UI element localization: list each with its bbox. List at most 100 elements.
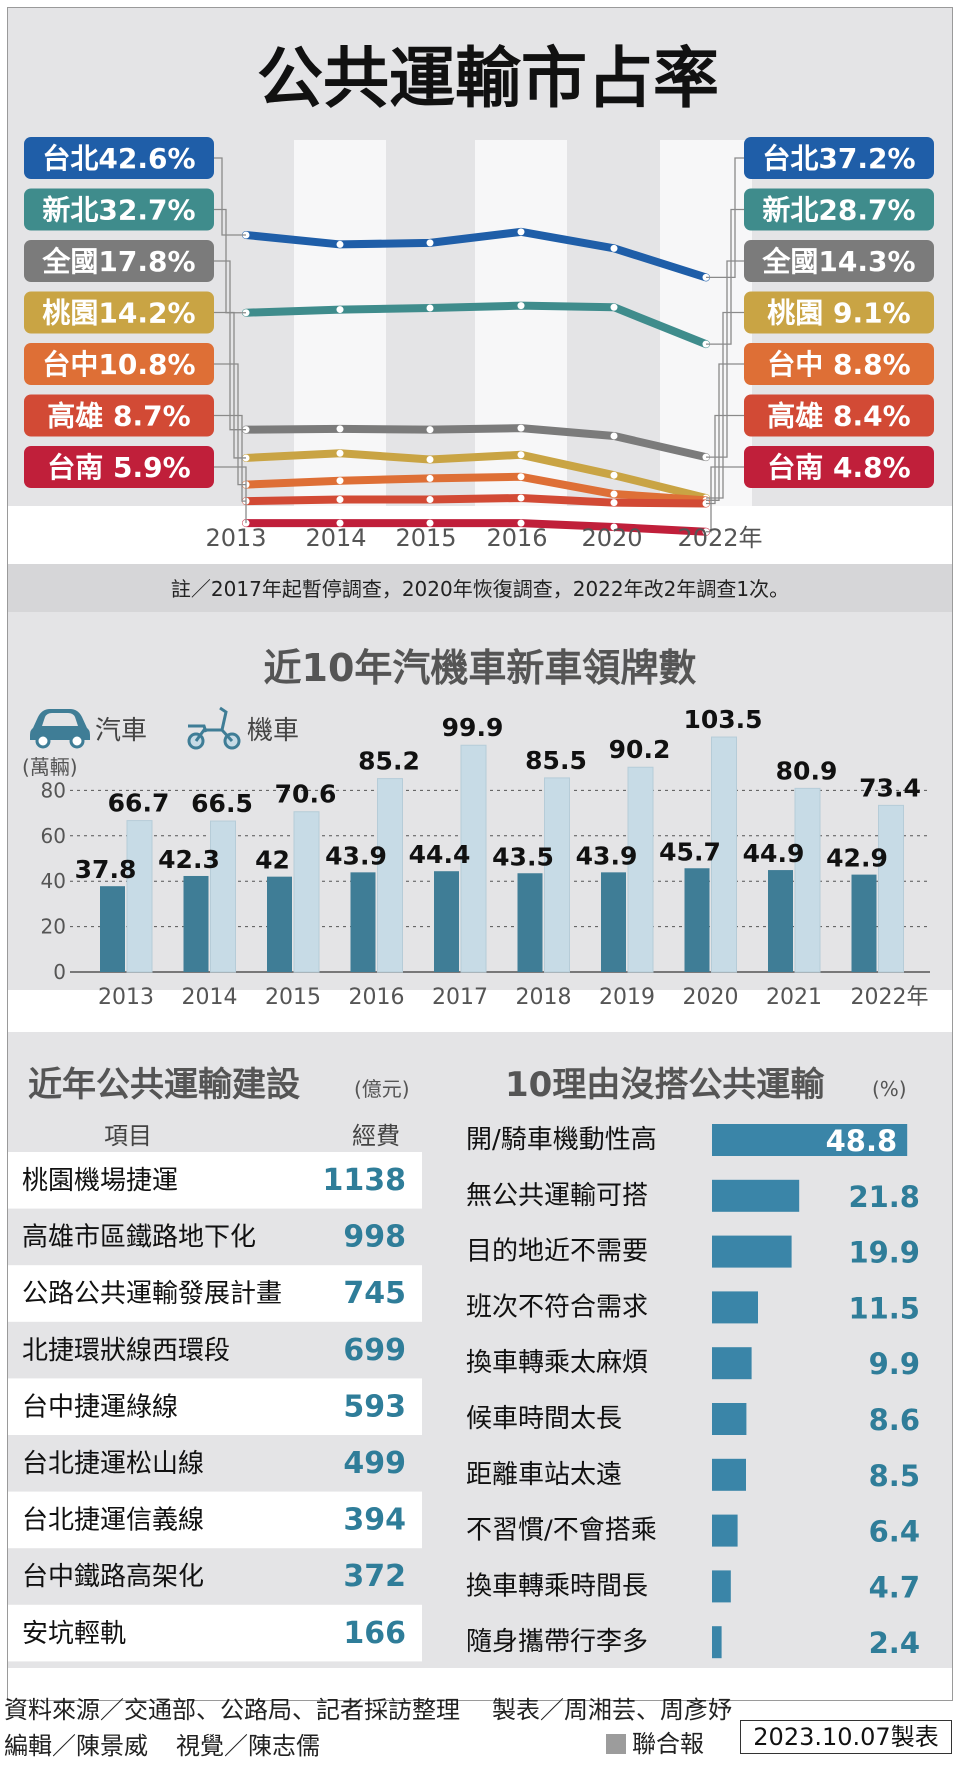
vehicle-bars: 37.8 66.7 2013 42.3 66.5 2014 42 70.6 2015 43.9 85… [75,705,929,1010]
end-label-box-taichung [744,343,934,385]
end-label-newtaipei: 新北28.7% [762,194,915,227]
construction-row-value-3: 699 [343,1333,406,1368]
vtick-80: 80 [41,778,66,802]
construction-row-name-7: 台中鐵路高架化 [22,1562,204,1592]
share-point-tainan-3 [517,519,525,527]
share-point-national-3 [517,424,525,432]
bar-moto-2015 [293,811,320,973]
reason-bar-5 [712,1403,747,1435]
share-point-newtaipei-3 [517,302,525,310]
reasons-chart: 開/騎車機動性高 48.8 無公共運輸可搭 21.8 目的地近不需要 19.9 班次不符合需… [466,1124,920,1660]
share-point-taoyuan-1 [336,449,344,457]
bar-car-2013 [100,886,125,972]
reason-bar-7 [712,1514,738,1547]
construction-row-value-1: 998 [343,1220,406,1255]
start-label-box-national [24,240,214,282]
leader-right-taichung [706,363,744,501]
share-year-4: 2020 [581,524,642,552]
end-label-kaohsiung: 高雄 8.4% [767,400,910,433]
share-point-newtaipei-4 [610,303,618,311]
construction-row-bg-4 [8,1378,422,1435]
bar-car-2022年 [851,874,877,972]
share-leader-lines [214,157,744,533]
construction-row-name-0: 桃園機場捷運 [22,1166,178,1196]
share-year-2: 2015 [395,524,456,552]
label-car-2016: 43.9 [325,841,387,870]
start-label-taichung: 台中10.8% [42,348,195,381]
label-car-2018: 43.5 [492,842,554,871]
share-point-taipei-1 [336,240,344,248]
label-car-2017: 44.4 [409,840,471,869]
label-moto-2013: 66.7 [108,789,170,818]
label-car-2021: 44.9 [743,839,805,868]
start-label-newtaipei: 新北32.7% [42,194,195,227]
bar-moto-2013 [126,820,153,973]
construction-row-bg-0 [8,1152,422,1209]
label-moto-2021: 80.9 [776,756,838,785]
construction-row-value-6: 394 [343,1503,406,1538]
construction-row-bg-6 [8,1491,422,1549]
reason-value-4: 9.9 [869,1347,920,1381]
construction-row-name-3: 北捷環狀線西環段 [22,1336,230,1366]
construction-row-value-4: 593 [343,1389,406,1424]
reason-value-6: 8.5 [869,1459,920,1493]
label-car-2015: 42 [255,846,290,875]
start-label-taoyuan: 桃園14.2% [42,297,195,330]
reason-bar-4 [712,1347,752,1380]
share-point-taoyuan-2 [426,456,434,464]
share-point-newtaipei-2 [426,304,434,312]
label-car-2014: 42.3 [158,845,220,874]
leader-left-taipei [214,157,246,236]
bar-moto-2019 [627,766,654,973]
share-point-national-1 [336,425,344,433]
start-label-box-taipei [24,137,214,179]
legend-car-label: 汽車 [95,716,147,746]
reason-value-3: 11.5 [848,1291,920,1325]
note-band [8,564,952,612]
reason-label-5: 候車時間太長 [466,1404,622,1434]
end-label-box-newtaipei [744,188,934,231]
footer-visual: 視覺／陳志儒 [176,1732,320,1760]
construction-row-name-1: 高雄市區鐵路地下化 [22,1223,256,1253]
share-title: 公共運輸市占率 [257,40,719,117]
bar-moto-2022年 [878,804,904,973]
year-stripe-0 [294,140,386,566]
start-label-kaohsiung: 高雄 8.7% [47,400,190,433]
bar-car-2019 [601,872,626,972]
reason-bar-9 [712,1626,722,1659]
vcat-2021: 2021 [766,985,822,1010]
leader-right-tainan [706,466,744,533]
construction-row-name-5: 台北捷運松山線 [22,1449,204,1479]
reason-bar-8 [712,1570,731,1603]
reason-bar-3 [712,1291,758,1324]
label-car-2022年: 42.9 [826,844,888,873]
share-point-kaohsiung-4 [610,499,618,507]
label-moto-2014: 66.5 [191,789,253,818]
reason-value-1: 21.8 [848,1180,920,1214]
vtick-60: 60 [41,824,66,848]
share-point-tainan-1 [336,519,344,527]
vtick-0: 0 [53,960,66,984]
label-car-2013: 37.8 [75,855,137,884]
construction-row-name-4: 台中捷運綠線 [22,1392,178,1422]
share-year-labels: 2013 2014 2015 2016 2020 2022年 [205,524,762,552]
bar-car-2016 [350,872,376,972]
share-point-national-2 [426,426,434,434]
bar-moto-2014 [210,820,236,973]
end-label-box-kaohsiung [744,394,934,437]
vtick-40: 40 [41,869,66,893]
reason-label-6: 距離車站太遠 [466,1460,622,1490]
leader-left-kaohsiung [214,414,246,502]
bar-moto-2018 [544,777,570,973]
start-label-taipei: 台北42.6% [42,142,195,175]
reason-value-9: 2.4 [869,1626,920,1660]
footer-source: 資料來源／交通部、公路局、記者採訪整理 [4,1696,460,1724]
brand-name: 聯合報 [632,1730,704,1758]
share-point-kaohsiung-2 [426,496,434,504]
bar-car-2018 [517,873,543,972]
legend-moto-label: 機車 [247,716,299,746]
end-label-tainan: 台南 4.8% [767,451,910,484]
reason-bar-6 [712,1458,746,1491]
share-year-3: 2016 [486,524,547,552]
